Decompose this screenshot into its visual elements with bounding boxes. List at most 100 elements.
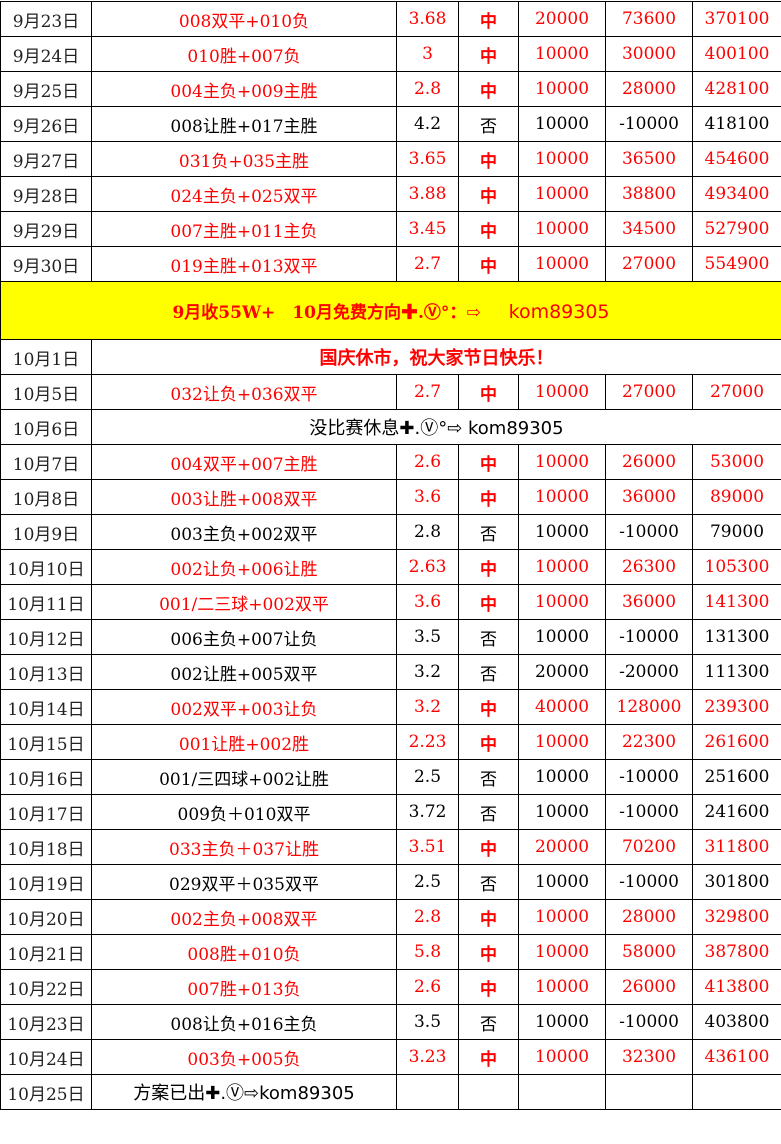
last-row: 10月25日方案已出✚.Ⓥ⇨kom89305 — [1, 1075, 781, 1110]
promo-banner-row: 9月收55W+ 10月免费方向✚.Ⓥ°：⇨ kom89305 — [1, 282, 781, 340]
date-cell: 9月28日 — [1, 177, 92, 212]
date-cell: 10月6日 — [1, 410, 92, 445]
result-cell: 否 — [459, 655, 519, 690]
bet-cell: 002双平+003让负 — [92, 690, 397, 725]
date-cell: 9月23日 — [1, 2, 92, 37]
odds-cell: 2.5 — [397, 865, 459, 900]
bet-cell: 008双平+010负 — [92, 2, 397, 37]
total-cell: 131300 — [693, 620, 781, 655]
total-cell: 79000 — [693, 515, 781, 550]
rest-day-note: 没比赛休息✚.Ⓥ°⇨ kom89305 — [92, 410, 781, 445]
date-cell: 10月8日 — [1, 480, 92, 515]
total-cell: 251600 — [693, 760, 781, 795]
total-cell: 329800 — [693, 900, 781, 935]
profit-cell: 36500 — [606, 142, 693, 177]
date-cell: 9月30日 — [1, 247, 92, 282]
total-cell: 527900 — [693, 212, 781, 247]
profit-cell: 58000 — [606, 935, 693, 970]
date-cell: 10月14日 — [1, 690, 92, 725]
profit-cell: 26300 — [606, 550, 693, 585]
odds-cell: 3.72 — [397, 795, 459, 830]
stake-cell: 10000 — [519, 445, 606, 480]
date-cell: 9月26日 — [1, 107, 92, 142]
rest-day-row: 10月6日没比赛休息✚.Ⓥ°⇨ kom89305 — [1, 410, 781, 445]
total-cell: 554900 — [693, 247, 781, 282]
stake-cell: 10000 — [519, 480, 606, 515]
total-cell: 241600 — [693, 795, 781, 830]
profit-cell: 27000 — [606, 247, 693, 282]
profit-cell: 128000 — [606, 690, 693, 725]
profit-cell: 32300 — [606, 1040, 693, 1075]
date-cell: 10月24日 — [1, 1040, 92, 1075]
stake-cell: 10000 — [519, 900, 606, 935]
stake-cell: 10000 — [519, 865, 606, 900]
bet-cell: 007胜+013负 — [92, 970, 397, 1005]
result-cell: 否 — [459, 795, 519, 830]
bet-cell: 032让负+036双平 — [92, 375, 397, 410]
odds-cell: 2.7 — [397, 375, 459, 410]
bet-cell: 010胜+007负 — [92, 37, 397, 72]
odds-cell: 2.6 — [397, 970, 459, 1005]
result-cell: 中 — [459, 480, 519, 515]
stake-cell: 10000 — [519, 1005, 606, 1040]
profit-cell: 73600 — [606, 2, 693, 37]
bet-cell: 002让负+006让胜 — [92, 550, 397, 585]
promo-banner: 9月收55W+ 10月免费方向✚.Ⓥ°：⇨ kom89305 — [1, 282, 781, 340]
odds-cell: 4.2 — [397, 107, 459, 142]
stake-cell: 10000 — [519, 970, 606, 1005]
profit-cell: 26000 — [606, 970, 693, 1005]
profit-cell: 36000 — [606, 480, 693, 515]
date-cell: 10月18日 — [1, 830, 92, 865]
banner-handle: kom89305 — [509, 301, 610, 323]
odds-cell: 2.7 — [397, 247, 459, 282]
profit-cell: 26000 — [606, 445, 693, 480]
total-cell: 454600 — [693, 142, 781, 177]
stake-cell: 10000 — [519, 72, 606, 107]
date-cell: 10月21日 — [1, 935, 92, 970]
stake-cell: 10000 — [519, 620, 606, 655]
date-cell: 10月11日 — [1, 585, 92, 620]
bet-cell: 033主负＋037让胜 — [92, 830, 397, 865]
odds-cell: 3.65 — [397, 142, 459, 177]
bet-cell: 031负+035主胜 — [92, 142, 397, 177]
bet-cell: 024主负+025双平 — [92, 177, 397, 212]
odds-cell: 2.23 — [397, 725, 459, 760]
bet-cell: 004双平+007主胜 — [92, 445, 397, 480]
bet-cell: 029双平＋035双平 — [92, 865, 397, 900]
total-cell: 428100 — [693, 72, 781, 107]
stake-cell: 10000 — [519, 550, 606, 585]
banner-text: 9月收55W+ 10月免费方向✚.Ⓥ°：⇨ — [172, 303, 480, 323]
stake-cell: 10000 — [519, 1040, 606, 1075]
profit-cell: -10000 — [606, 795, 693, 830]
result-cell: 否 — [459, 760, 519, 795]
stake-cell: 40000 — [519, 690, 606, 725]
odds-cell: 2.8 — [397, 515, 459, 550]
result-cell: 中 — [459, 1040, 519, 1075]
total-cell: 89000 — [693, 480, 781, 515]
profit-cell: -10000 — [606, 865, 693, 900]
profit-cell: -10000 — [606, 515, 693, 550]
empty-cell — [519, 1075, 606, 1110]
result-cell: 中 — [459, 690, 519, 725]
profit-cell: -20000 — [606, 655, 693, 690]
result-cell: 中 — [459, 585, 519, 620]
result-cell: 中 — [459, 550, 519, 585]
total-cell: 141300 — [693, 585, 781, 620]
stake-cell: 10000 — [519, 177, 606, 212]
bet-cell: 003主负+002双平 — [92, 515, 397, 550]
stake-cell: 10000 — [519, 515, 606, 550]
odds-cell: 3.5 — [397, 620, 459, 655]
total-cell: 53000 — [693, 445, 781, 480]
result-cell: 中 — [459, 247, 519, 282]
odds-cell: 3.6 — [397, 480, 459, 515]
date-cell: 10月22日 — [1, 970, 92, 1005]
